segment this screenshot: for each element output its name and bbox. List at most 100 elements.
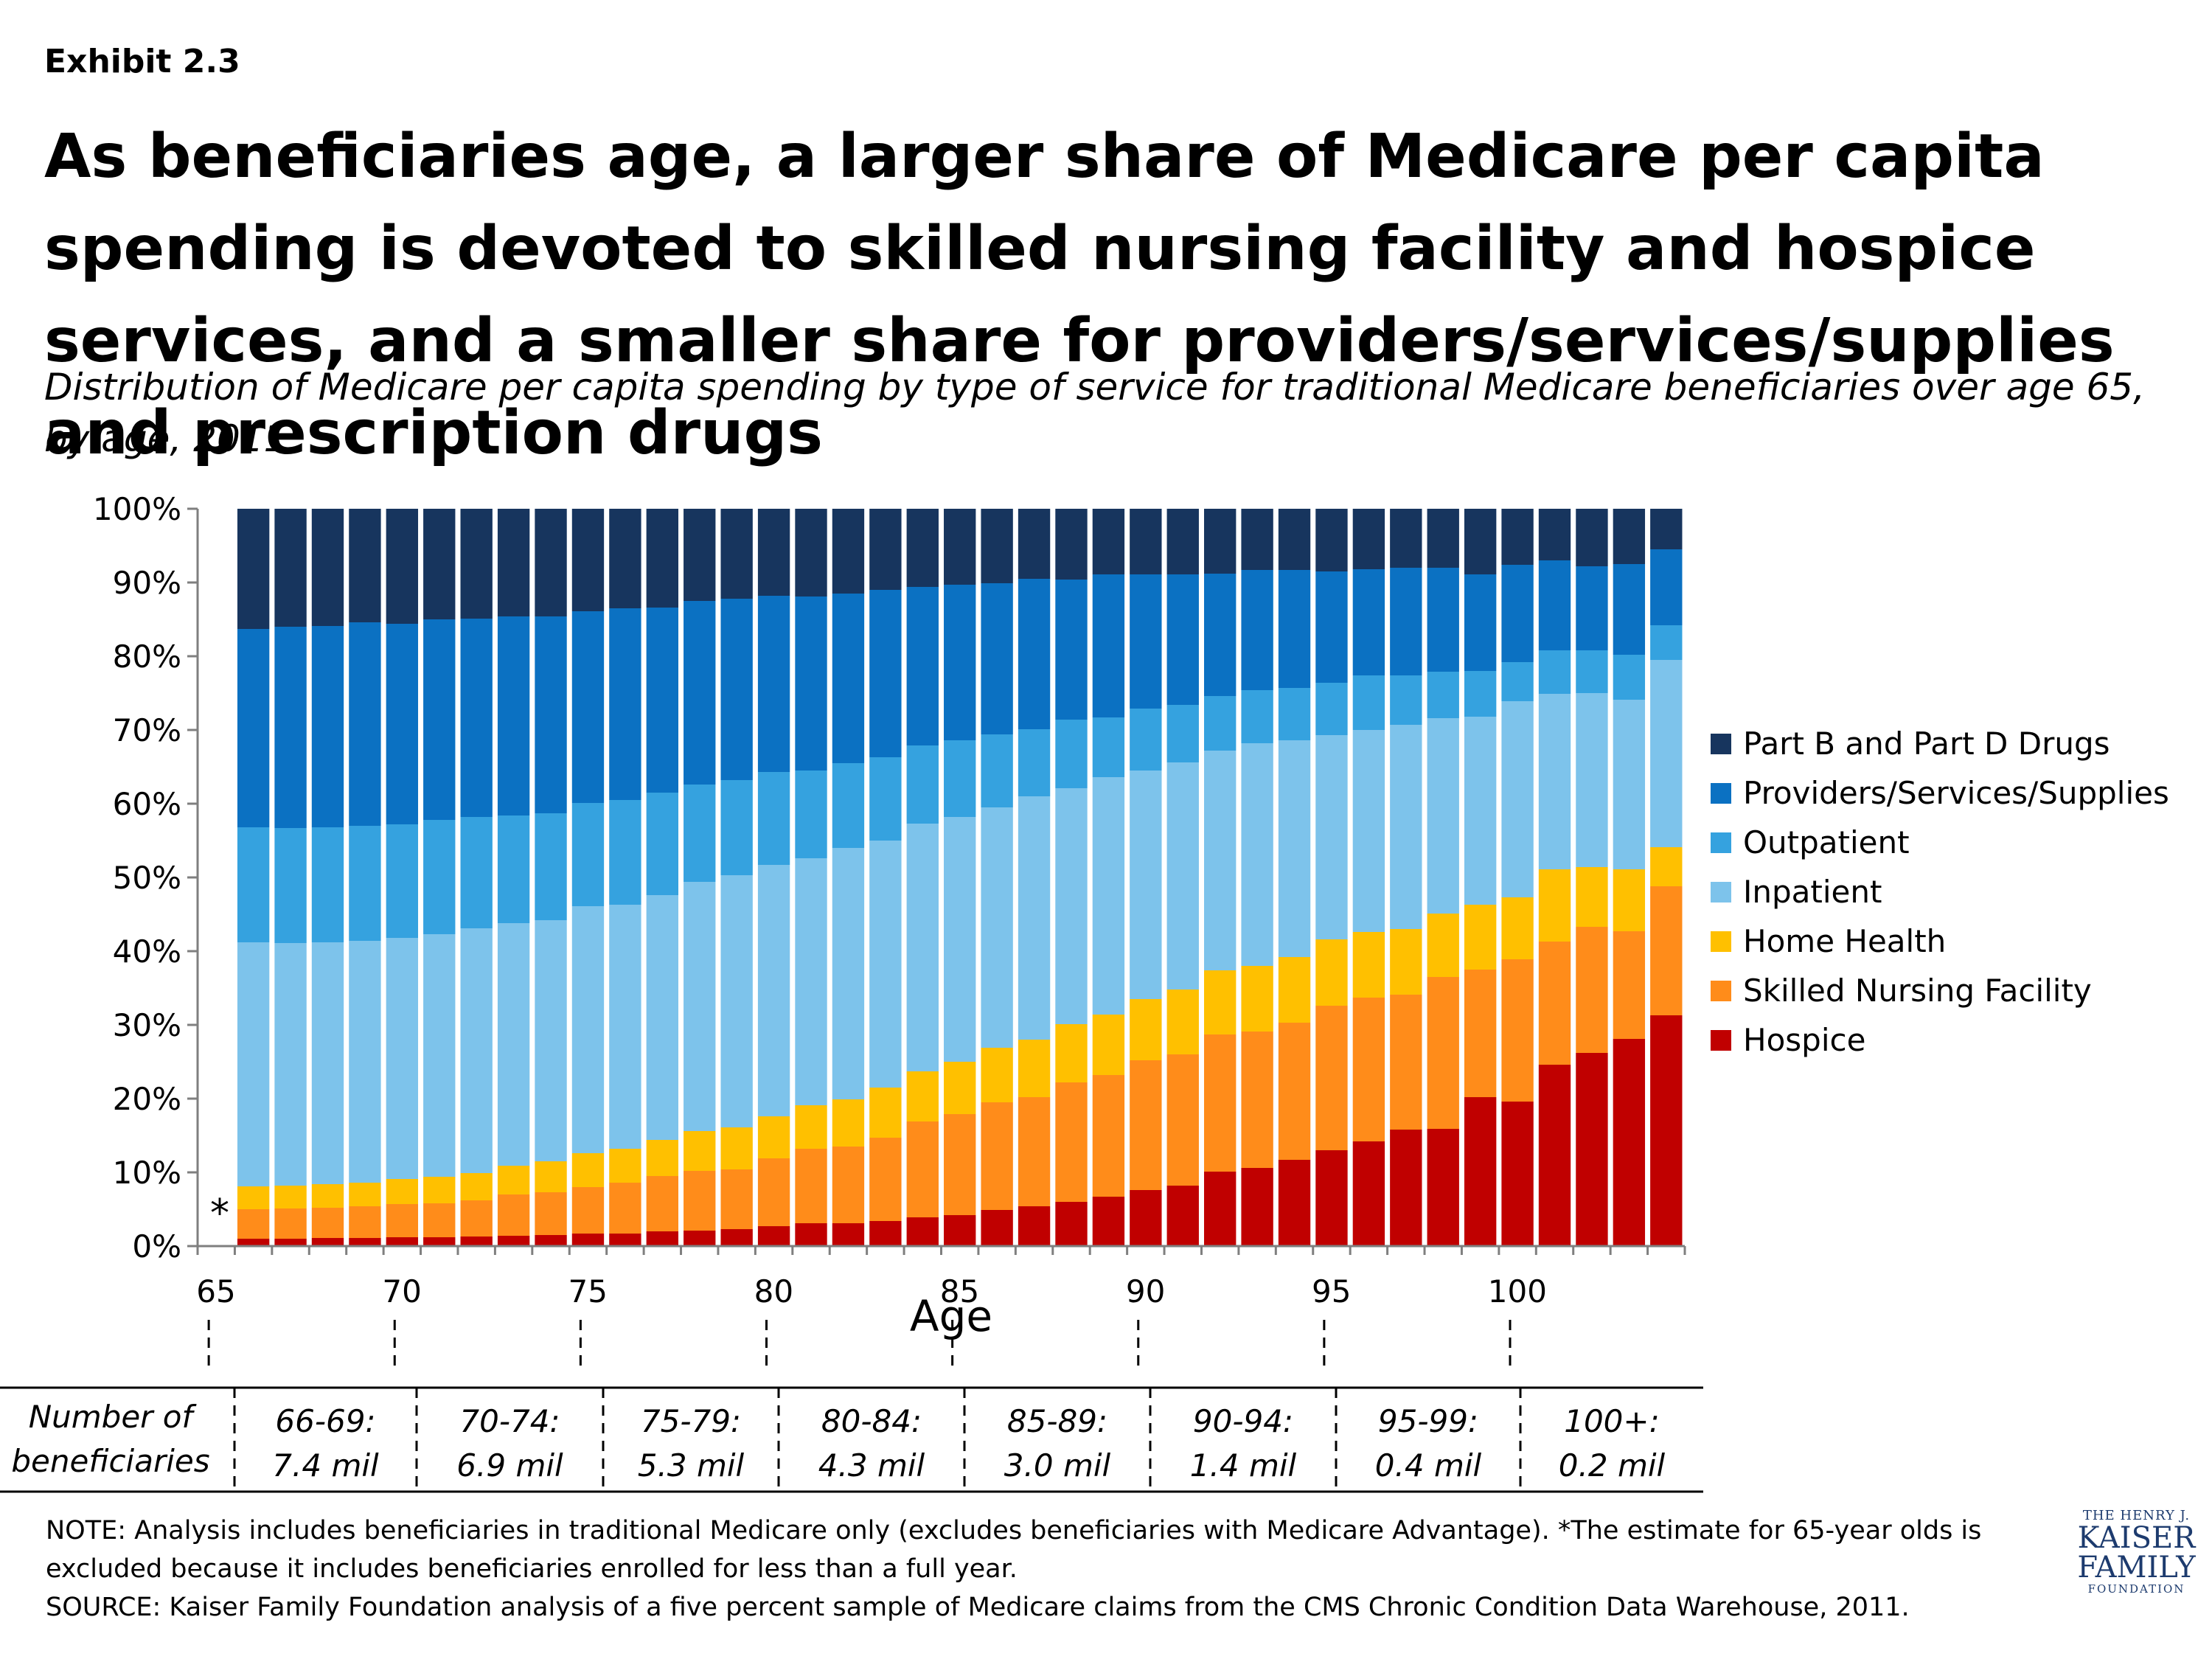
bar-segment-hospice-age-104 (1650, 1015, 1683, 1246)
bar-segment-home-health-age-81 (795, 1105, 827, 1149)
bar-segment-home-health-age-93 (1241, 966, 1273, 1032)
y-tick-label: 0% (132, 1228, 181, 1265)
bar-segment-part-b-and-part-d-drugs-age-104 (1650, 509, 1683, 549)
bar-segment-providers-services-supplies-age-86 (981, 583, 1013, 734)
x-tick-label: 70 (382, 1273, 421, 1310)
bar-segment-inpatient-age-85 (944, 817, 976, 1062)
bar-segment-skilled-nursing-facility-age-88 (1055, 1082, 1088, 1202)
bar-segment-outpatient-age-71 (423, 820, 456, 934)
bar-segment-providers-services-supplies-age-71 (423, 619, 456, 820)
bar-segment-hospice-age-82 (832, 1223, 865, 1246)
bar-segment-outpatient-age-73 (497, 815, 530, 923)
y-tick-label: 40% (113, 933, 181, 970)
y-tick-label: 80% (113, 639, 181, 675)
x-tick-label: 85 (940, 1273, 979, 1310)
bar-segment-providers-services-supplies-age-70 (386, 624, 419, 824)
bar-segment-inpatient-age-91 (1166, 762, 1199, 990)
beneficiary-table: Number of beneficiaries 66-69: 7.4 mil 70-… (0, 1386, 1703, 1493)
bar-segment-skilled-nursing-facility-age-77 (646, 1176, 678, 1231)
source-text: SOURCE: Kaiser Family Foundation analysi… (46, 1593, 1910, 1622)
bar-segment-home-health-age-74 (535, 1161, 567, 1192)
bar-segment-part-b-and-part-d-drugs-age-91 (1166, 509, 1199, 574)
asterisk-marker: * (210, 1192, 229, 1236)
bar-segment-providers-services-supplies-age-69 (349, 622, 381, 826)
bar-segment-outpatient-age-91 (1166, 705, 1199, 762)
bar-segment-hospice-age-89 (1092, 1197, 1125, 1246)
bar-segment-providers-services-supplies-age-82 (832, 594, 865, 763)
bar-segment-inpatient-age-70 (386, 938, 419, 1179)
bar-segment-skilled-nursing-facility-age-68 (311, 1208, 344, 1238)
bar-segment-part-b-and-part-d-drugs-age-102 (1576, 509, 1608, 566)
bar-segment-outpatient-age-89 (1092, 717, 1125, 777)
legend-label: Hospice (1743, 1022, 1866, 1058)
bar-segment-home-health-age-96 (1352, 932, 1385, 998)
bar-segment-home-health-age-94 (1278, 957, 1311, 1023)
bar-segment-inpatient-age-71 (423, 934, 456, 1177)
bar-segment-hospice-age-86 (981, 1210, 1013, 1246)
bar-segment-skilled-nursing-facility-age-78 (684, 1171, 716, 1231)
bar-segment-part-b-and-part-d-drugs-age-73 (497, 509, 530, 616)
legend-swatch (1711, 1029, 1731, 1051)
bar-segment-skilled-nursing-facility-age-99 (1464, 970, 1497, 1097)
bar-segment-outpatient-age-101 (1538, 650, 1571, 694)
bar-segment-providers-services-supplies-age-100 (1501, 565, 1534, 662)
bar-segment-home-health-age-82 (832, 1099, 865, 1147)
bar-segment-hospice-age-99 (1464, 1097, 1497, 1246)
bar-segment-part-b-and-part-d-drugs-age-90 (1130, 509, 1162, 574)
bar-segment-providers-services-supplies-age-84 (906, 587, 939, 745)
footnote: NOTE: Analysis includes beneficiaries in… (46, 1512, 2051, 1627)
bar-segment-outpatient-age-75 (571, 803, 605, 906)
bar-segment-hospice-age-69 (349, 1238, 381, 1246)
bar-segment-part-b-and-part-d-drugs-age-87 (1018, 509, 1051, 579)
bar-segment-skilled-nursing-facility-age-82 (832, 1147, 865, 1223)
bar-segment-home-health-age-90 (1130, 999, 1162, 1060)
bar-segment-home-health-age-72 (460, 1173, 493, 1200)
bar-segment-part-b-and-part-d-drugs-age-96 (1352, 509, 1385, 569)
chart-title: As beneficiaries age, a larger share of … (44, 122, 2115, 468)
bar-segment-hospice-age-94 (1278, 1160, 1311, 1246)
bar-segment-home-health-age-91 (1166, 990, 1199, 1054)
legend-item: Hospice (1711, 1015, 2169, 1065)
age-group-count: 7.4 mil (272, 1447, 379, 1484)
bar-segment-hospice-age-74 (535, 1235, 567, 1246)
bar-segment-outpatient-age-92 (1204, 696, 1237, 751)
age-group-count: 3.0 mil (1004, 1447, 1111, 1484)
bar-segment-part-b-and-part-d-drugs-age-101 (1538, 509, 1571, 560)
bar-segment-skilled-nursing-facility-age-81 (795, 1149, 827, 1223)
bar-segment-skilled-nursing-facility-age-69 (349, 1206, 381, 1238)
y-tick-label: 30% (113, 1007, 181, 1043)
x-tick-label: 95 (1312, 1273, 1351, 1310)
y-tick-label: 20% (113, 1081, 181, 1117)
bar-segment-inpatient-age-97 (1390, 725, 1422, 929)
bar-segment-hospice-age-93 (1241, 1168, 1273, 1246)
bar-segment-inpatient-age-72 (460, 928, 493, 1173)
bar-segment-home-health-age-84 (906, 1071, 939, 1121)
bar-segment-part-b-and-part-d-drugs-age-80 (757, 509, 790, 596)
bar-segment-skilled-nursing-facility-age-87 (1018, 1097, 1051, 1206)
bar-segment-outpatient-age-104 (1650, 625, 1683, 660)
bar-segment-outpatient-age-87 (1018, 729, 1051, 796)
bar-segment-part-b-and-part-d-drugs-age-69 (349, 509, 381, 622)
age-group-range: 66-69: (275, 1403, 376, 1439)
bar-segment-outpatient-age-70 (386, 824, 419, 938)
bar-segment-providers-services-supplies-age-76 (609, 608, 641, 800)
bar-segment-home-health-age-68 (311, 1184, 344, 1208)
bar-segment-skilled-nursing-facility-age-102 (1576, 927, 1608, 1053)
bar-segment-outpatient-age-67 (274, 828, 307, 943)
bar-segment-outpatient-age-97 (1390, 675, 1422, 725)
legend-label: Inpatient (1743, 874, 1882, 910)
bar-segment-inpatient-age-79 (720, 875, 753, 1127)
table-lines (0, 1386, 1703, 1493)
bar-segment-part-b-and-part-d-drugs-age-71 (423, 509, 456, 619)
legend-swatch (1711, 733, 1731, 754)
bar-segment-inpatient-age-84 (906, 824, 939, 1071)
bar-segment-providers-services-supplies-age-103 (1613, 564, 1646, 655)
bar-segment-hospice-age-91 (1166, 1186, 1199, 1246)
age-group-range: 85-89: (1006, 1403, 1108, 1439)
bar-segment-outpatient-age-72 (460, 817, 493, 928)
bar-segment-skilled-nursing-facility-age-70 (386, 1204, 419, 1237)
bar-segment-part-b-and-part-d-drugs-age-82 (832, 509, 865, 594)
bar-segment-home-health-age-75 (571, 1153, 605, 1187)
bar-segment-outpatient-age-66 (237, 827, 270, 942)
bar-segment-hospice-age-98 (1427, 1129, 1459, 1246)
